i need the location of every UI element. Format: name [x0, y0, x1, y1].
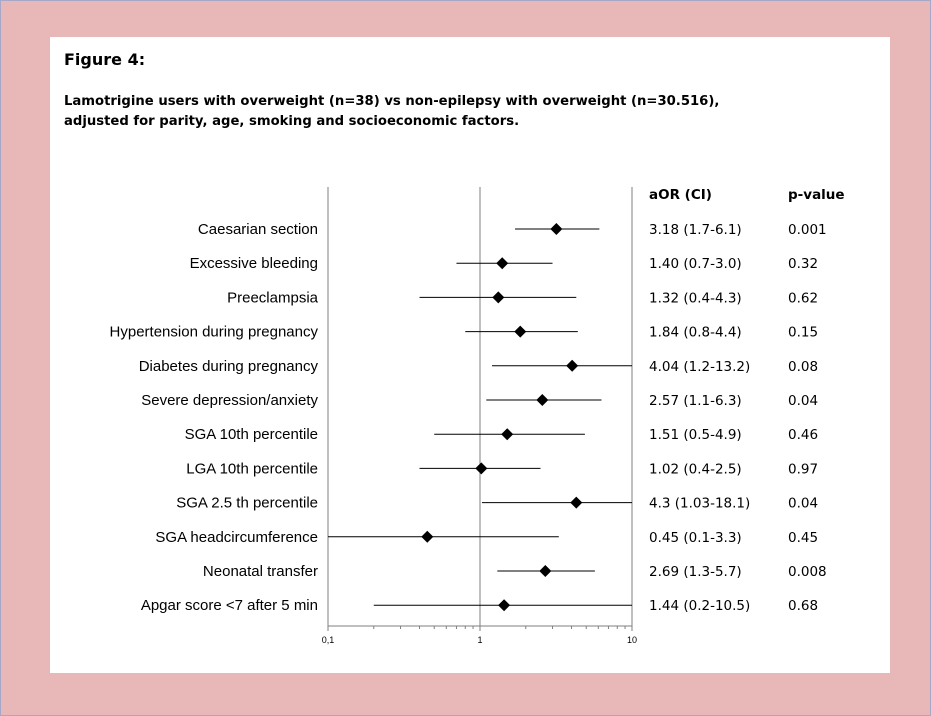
- p-value: 0.001: [788, 222, 827, 238]
- point-estimate-marker: [496, 257, 509, 270]
- x-tick-label: 10: [627, 635, 637, 645]
- figure-subtitle: Lamotrigine users with overweight (n=38)…: [64, 92, 864, 132]
- p-value: 0.32: [788, 256, 818, 272]
- row-label: Diabetes during pregnancy: [139, 358, 319, 375]
- row-label: SGA 10th percentile: [185, 426, 318, 443]
- figure-label: Figure 4:: [64, 50, 146, 69]
- aor-ci-value: 1.44 (0.2-10.5): [649, 598, 750, 614]
- aor-ci-value: 0.45 (0.1-3.3): [649, 530, 742, 546]
- aor-ci-value: 4.04 (1.2-13.2): [649, 359, 750, 375]
- row-label: SGA headcircumference: [155, 529, 318, 546]
- p-value: 0.68: [788, 598, 818, 614]
- point-estimate-marker: [550, 223, 563, 235]
- aor-ci-value: 2.69 (1.3-5.7): [649, 564, 742, 580]
- point-estimate-marker: [539, 565, 552, 577]
- point-estimate-marker: [421, 530, 434, 543]
- point-estimate-marker: [536, 394, 549, 406]
- p-value: 0.15: [788, 325, 818, 341]
- aor-ci-value: 1.84 (0.8-4.4): [649, 325, 742, 341]
- aor-ci-value: 4.3 (1.03-18.1): [649, 496, 750, 512]
- row-label: Neonatal transfer: [203, 563, 318, 580]
- point-estimate-marker: [566, 359, 579, 372]
- subtitle-line-2: adjusted for parity, age, smoking and so…: [64, 114, 520, 129]
- column-header-aor: aOR (CI): [649, 187, 712, 203]
- p-value: 0.62: [788, 290, 818, 306]
- subtitle-line-1: Lamotrigine users with overweight (n=38)…: [64, 94, 720, 109]
- row-label: Severe depression/anxiety: [141, 392, 318, 409]
- point-estimate-marker: [570, 496, 583, 509]
- p-value: 0.08: [788, 359, 818, 375]
- p-value: 0.04: [788, 393, 818, 409]
- row-label: SGA 2.5 th percentile: [176, 495, 318, 512]
- row-label: LGA 10th percentile: [186, 460, 318, 477]
- p-value: 0.46: [788, 427, 818, 443]
- x-tick-label: 0,1: [322, 635, 335, 645]
- row-label: Excessive bleeding: [190, 255, 318, 272]
- column-header-p-value: p-value: [788, 187, 845, 203]
- aor-ci-value: 1.32 (0.4-4.3): [649, 290, 742, 306]
- p-value: 0.97: [788, 461, 818, 477]
- point-estimate-marker: [492, 291, 505, 304]
- aor-ci-value: 2.57 (1.1-6.3): [649, 393, 742, 409]
- row-label: Apgar score <7 after 5 min: [141, 597, 318, 614]
- x-tick-label: 1: [477, 635, 482, 645]
- forest-plot: 0,1 1 10 aOR (CI) p-value Caesarian section 3.…: [110, 187, 845, 645]
- aor-ci-value: 1.02 (0.4-2.5): [649, 461, 742, 477]
- p-value: 0.008: [788, 564, 827, 580]
- point-estimate-marker: [498, 599, 511, 612]
- aor-ci-value: 1.51 (0.5-4.9): [649, 427, 742, 443]
- aor-ci-value: 1.40 (0.7-3.0): [649, 256, 742, 272]
- row-label: Caesarian section: [198, 221, 318, 238]
- point-estimate-marker: [514, 325, 527, 338]
- row-label: Hypertension during pregnancy: [110, 324, 319, 341]
- point-estimate-marker: [475, 462, 488, 475]
- point-estimate-marker: [501, 428, 514, 441]
- p-value: 0.45: [788, 530, 818, 546]
- row-label: Preeclampsia: [227, 289, 319, 306]
- figure-card: Figure 4: Lamotrigine users with overwei…: [50, 37, 890, 673]
- p-value: 0.04: [788, 496, 818, 512]
- aor-ci-value: 3.18 (1.7-6.1): [649, 222, 742, 238]
